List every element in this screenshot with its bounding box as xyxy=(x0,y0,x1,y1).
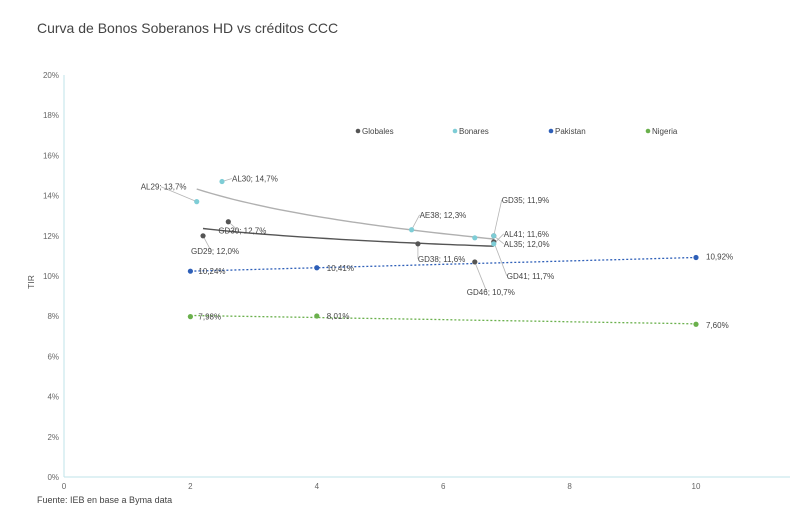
y-tick-label: 14% xyxy=(43,192,59,201)
data-point xyxy=(314,265,320,271)
data-point xyxy=(491,241,497,247)
label-leader-line xyxy=(411,214,420,230)
data-label: 8,01% xyxy=(327,312,350,321)
label-leader-line xyxy=(493,241,508,276)
data-label: AL35; 12,0% xyxy=(504,240,550,249)
label-leader-line xyxy=(493,199,503,236)
x-tick-label: 6 xyxy=(441,482,446,491)
y-tick-label: 2% xyxy=(47,433,59,442)
legend-marker xyxy=(452,128,458,134)
x-tick-label: 4 xyxy=(315,482,320,491)
trendline xyxy=(190,314,697,325)
legend-label: Bonares xyxy=(459,127,489,136)
legend-marker xyxy=(355,128,361,134)
data-label: AE38; 12,3% xyxy=(420,211,467,220)
y-tick-label: 8% xyxy=(47,312,59,321)
y-tick-label: 20% xyxy=(43,71,59,80)
y-tick-label: 16% xyxy=(43,151,59,160)
data-label: GD38; 11,6% xyxy=(418,255,465,264)
legend-label: Nigeria xyxy=(652,127,678,136)
data-point xyxy=(194,199,200,205)
y-tick-label: 4% xyxy=(47,393,59,402)
data-point xyxy=(415,241,421,247)
data-point xyxy=(187,268,193,274)
chart-title: Curva de Bonos Soberanos HD vs créditos … xyxy=(37,20,338,36)
data-label: 7,98% xyxy=(198,313,221,322)
y-tick-label: 12% xyxy=(43,232,59,241)
source-note: Fuente: IEB en base a Byma data xyxy=(37,495,172,505)
data-label: 10,41% xyxy=(327,264,354,273)
y-tick-label: 6% xyxy=(47,352,59,361)
trendline xyxy=(202,227,494,247)
label-leaders xyxy=(160,178,508,293)
data-label: GD35; 11,9% xyxy=(502,196,549,205)
legend: Globales Bonares Pakistan Nigeria xyxy=(355,127,678,136)
label-leader-line xyxy=(202,235,212,251)
data-point xyxy=(693,321,699,327)
data-points xyxy=(187,178,699,327)
data-label: 10,92% xyxy=(706,253,733,262)
legend-marker xyxy=(548,128,554,134)
data-label: GD41; 11,7% xyxy=(507,272,554,281)
data-label: AL29; 13,7% xyxy=(141,183,187,192)
x-tick-label: 10 xyxy=(692,482,701,491)
x-tick-label: 2 xyxy=(188,482,193,491)
y-tick-label: 10% xyxy=(43,272,59,281)
data-point xyxy=(200,233,206,239)
data-point xyxy=(472,259,478,265)
trendlines xyxy=(190,188,697,325)
y-tick-label: 0% xyxy=(47,473,59,482)
data-point xyxy=(225,219,231,225)
data-label: GD29; 12,0% xyxy=(191,247,239,256)
data-label: AL41; 11,6% xyxy=(504,230,549,239)
data-label: AL30; 14,7% xyxy=(232,175,278,184)
x-tick-label: 8 xyxy=(567,482,572,491)
data-point xyxy=(693,254,699,261)
data-label: GD46; 10,7% xyxy=(467,288,515,297)
label-leader-line xyxy=(474,261,488,293)
data-point xyxy=(491,233,497,239)
data-labels: GD29; 12,0% GD30; 12,7% GD38; 11,6% GD46; 1… xyxy=(141,175,733,331)
data-label: 10,24% xyxy=(198,267,225,276)
label-leader-line xyxy=(160,186,197,202)
data-point xyxy=(187,314,193,320)
data-point xyxy=(472,235,478,241)
legend-label: Pakistan xyxy=(555,127,586,136)
y-axis-label: TIR xyxy=(26,275,36,289)
trendline xyxy=(196,188,494,240)
legend-label: Globales xyxy=(362,127,394,136)
legend-marker xyxy=(645,128,651,134)
data-label: GD30; 12,7% xyxy=(218,227,266,236)
x-tick-label: 0 xyxy=(62,482,67,491)
trendline xyxy=(190,256,697,272)
y-tick-label: 18% xyxy=(43,111,59,120)
data-label: 7,60% xyxy=(706,321,729,330)
data-point xyxy=(409,227,415,233)
data-point xyxy=(314,313,320,319)
data-point xyxy=(219,178,225,185)
axes: 0% 2% 4% 6% 8% 10% 12% 14% 16% 18% 20% 0 2 4 6 8 10 xyxy=(43,71,790,491)
